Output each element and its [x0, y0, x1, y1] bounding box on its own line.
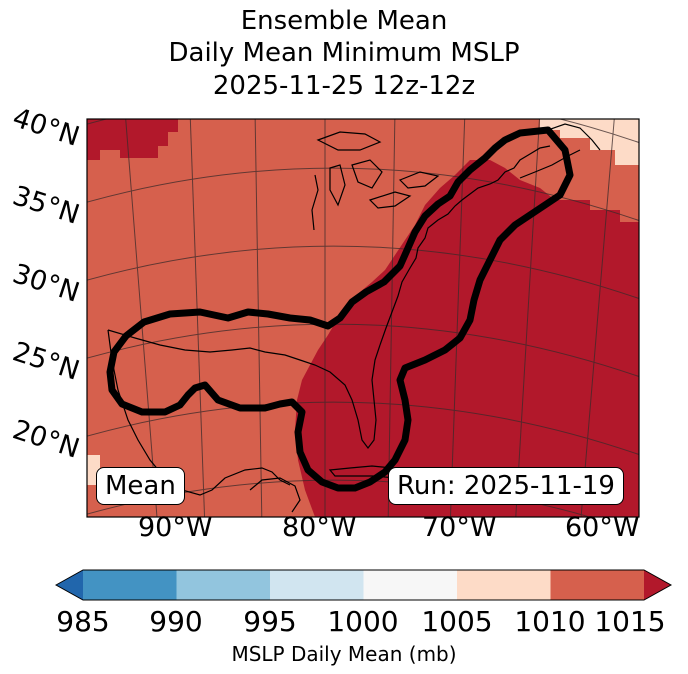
colorbar-bin-1000-1005: [363, 570, 457, 600]
colorbar-bin-990-995: [176, 570, 270, 600]
lon-label-90w: 90°W: [138, 512, 213, 543]
colorbar-tick: 990: [149, 605, 203, 638]
colorbar-tick: 1005: [421, 605, 493, 638]
map-frame: [86, 118, 640, 518]
title-line-2: Daily Mean Minimum MSLP: [168, 38, 520, 68]
pressure-field-high-nw: [87, 119, 178, 160]
colorbar-bin-1005-1010: [457, 570, 551, 600]
colorbar-outline: [54, 569, 673, 601]
colorbar-extend-high: [644, 570, 671, 600]
lon-label-70w: 70°W: [422, 512, 497, 543]
title-line-1: Ensemble Mean: [240, 6, 448, 36]
pressure-field-low-ne: [540, 119, 639, 165]
lon-label-60w: 60°W: [565, 512, 640, 543]
pressure-field-high-east: [295, 160, 639, 517]
colorbar-tick: 1010: [514, 605, 586, 638]
run-date-box: Run: 2025-11-19: [388, 467, 624, 505]
colorbar-extend-low: [56, 570, 83, 600]
colorbar-bin-985-990: [83, 570, 177, 600]
colorbar-tick: 1000: [327, 605, 399, 638]
great-lakes: [311, 131, 440, 231]
colorbar-label: MSLP Daily Mean (mb): [231, 642, 457, 666]
lon-label-80w: 80°W: [282, 512, 357, 543]
colorbar-tick: 995: [243, 605, 297, 638]
colorbar: [54, 569, 673, 601]
colorbar-bin-995-1000: [270, 570, 364, 600]
title-line-3: 2025-11-25 12z-12z: [212, 71, 476, 101]
contour-1015: [106, 126, 574, 492]
mean-label-box: Mean: [96, 467, 185, 505]
colorbar-bin-1010-1015: [550, 570, 644, 600]
colorbar-tick: 1015: [594, 605, 666, 638]
colorbar-tick: 985: [56, 605, 110, 638]
